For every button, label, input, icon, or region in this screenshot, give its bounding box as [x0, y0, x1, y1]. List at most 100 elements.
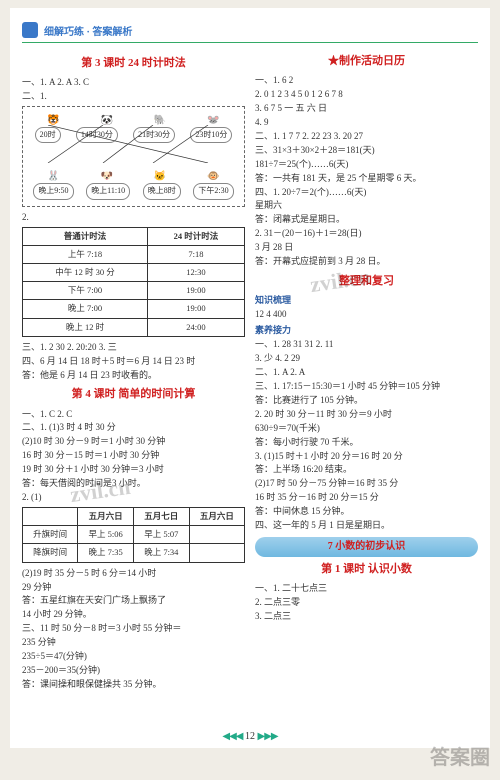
time-box: 下午2:30	[193, 183, 233, 199]
text-line: 答：课间操和眼保健操共 35 分钟。	[22, 678, 245, 692]
text-line: 四、6 月 14 日 18 时＋5 时＝6 月 14 日 23 时	[22, 355, 245, 369]
text-line: 四、这一年的 5 月 1 日是星期日。	[255, 519, 478, 533]
text-line: 答：上半场 16:20 结束。	[255, 463, 478, 477]
text-line: 答：中间休息 15 分钟。	[255, 505, 478, 519]
text-line: 答：闭幕式是星期日。	[255, 213, 478, 227]
text-line: 答：每小时行驶 70 千米。	[255, 436, 478, 450]
text-line: 16 时 35 分－16 时 20 分＝15 分	[255, 491, 478, 505]
footer-right-icon: ▶▶▶	[258, 731, 278, 742]
table-row: 降旗时间 晚上 7:35 晚上 7:34	[23, 544, 245, 562]
table-row: 晚上 7:0019:00	[23, 300, 245, 318]
text-line: 三、1. 2 30 2. 20:20 3. 三	[22, 341, 245, 355]
time-box: 晚上8时	[143, 183, 181, 199]
time-box: 晚上9:50	[33, 183, 73, 199]
text-line: 二、1. (1)3 时 4 时 30 分	[22, 421, 245, 435]
text-line: 2.	[22, 211, 245, 225]
text-line: 答：他是 6 月 14 日 23 时收看的。	[22, 369, 245, 383]
text-line: 四、1. 20÷7＝2(个)……6(天)	[255, 186, 478, 200]
table-row: 升旗时间 早上 5:06 早上 5:07	[23, 526, 245, 544]
subsection: 知识梳理	[255, 294, 478, 308]
animal-icon: 🐯	[45, 113, 63, 125]
table-header: 24 时计时法	[147, 227, 244, 245]
text-line: 答：每天借阅的时间是3 小时。	[22, 477, 245, 491]
text-line: 3. 6 7 5 一 五 六 日	[255, 102, 478, 116]
animal-icon: 🐼	[98, 113, 116, 125]
time-table: 普通计时法 24 时计时法 上午 7:187:18 中午 12 时 30 分12…	[22, 227, 245, 337]
lesson1-title: 第 1 课时 认识小数	[255, 561, 478, 578]
text-line: 二、1.	[22, 90, 245, 104]
animal-icon: 🐭	[204, 113, 222, 125]
text-line: 3. 少 4. 2 29	[255, 352, 478, 366]
text-line: 4. 9	[255, 116, 478, 130]
text-line: 2. 二点三零	[255, 596, 478, 610]
text-line: (2)19 时 35 分－5 时 6 分＝14 小时	[22, 567, 245, 581]
text-line: 三、1. 17:15－15:30＝1 小时 45 分钟＝105 分钟	[255, 380, 478, 394]
text-line: 2. 20 时 30 分－11 时 30 分＝9 小时	[255, 408, 478, 422]
text-line: 一、1. 二十七点三	[255, 582, 478, 596]
table-header: 普通计时法	[23, 227, 148, 245]
review-title: 整理和复习	[255, 273, 478, 290]
text-line: 星期六	[255, 199, 478, 213]
table-row: 中午 12 时 30 分12:30	[23, 263, 245, 281]
page-number: 12	[245, 731, 255, 742]
table-row: 上午 7:187:18	[23, 245, 245, 263]
animal-icon: 🐵	[204, 169, 222, 181]
text-line: 3 月 28 日	[255, 241, 478, 255]
animal-icon: 🐶	[98, 169, 116, 181]
subsection: 素养接力	[255, 324, 478, 338]
text-line: 一、1. 28 31 31 2. 11	[255, 338, 478, 352]
footer-left-icon: ◀◀◀	[222, 731, 242, 742]
animal-icon: 🐰	[45, 169, 63, 181]
table-header: 五月六日	[189, 508, 244, 526]
table-header: 五月六日	[78, 508, 134, 526]
text-line: 答：一共有 181 天，是 25 个星期零 6 天。	[255, 172, 478, 186]
table-row: 五月六日 五月七日 五月六日	[23, 508, 245, 526]
calendar-title: ★制作活动日历	[255, 53, 478, 70]
animal-icon: 🐘	[151, 113, 169, 125]
text-line: 235－200＝35(分钟)	[22, 664, 245, 678]
text-line: 235÷5＝47(分钟)	[22, 650, 245, 664]
right-column: ★制作活动日历 一、1. 6 2 2. 0 1 2 3 4 5 0 1 2 6 …	[255, 51, 478, 692]
table-row: 下午 7:0019:00	[23, 282, 245, 300]
flag-table: 五月六日 五月七日 五月六日 升旗时间 早上 5:06 早上 5:07 降旗时间…	[22, 507, 245, 563]
animal-icon: 🐱	[151, 169, 169, 181]
chapter-box: 7 小数的初步认识	[255, 537, 478, 557]
text-line: 2. 31－(20－16)＋1＝28(日)	[255, 227, 478, 241]
time-box: 20时	[35, 127, 61, 143]
table-header	[23, 508, 78, 526]
text-line: 二、1. 1 7 7 2. 22 23 3. 20 27	[255, 130, 478, 144]
matching-diagram: 🐯 🐼 🐘 🐭 20时 14时30分 21时30分 23时10分	[22, 106, 245, 207]
text-line: 3. (1)15 时＋1 小时 20 分＝16 时 20 分	[255, 450, 478, 464]
time-box: 14时30分	[76, 127, 118, 143]
series-title: 细解巧练 · 答案解析	[44, 23, 132, 38]
lesson3-title: 第 3 课时 24 时计时法	[22, 55, 245, 72]
table-header: 五月七日	[133, 508, 189, 526]
time-box: 23时10分	[190, 127, 232, 143]
text-line: 答：五星红旗在天安门广场上飘扬了	[22, 594, 245, 608]
table-row: 普通计时法 24 时计时法	[23, 227, 245, 245]
page-footer: ◀◀◀ 12 ▶▶▶	[10, 731, 490, 742]
left-column: 第 3 课时 24 时计时法 一、1. A 2. A 3. C 二、1. 🐯 🐼…	[22, 51, 245, 692]
text-line: 12 4 400	[255, 308, 478, 322]
text-line: 2. 0 1 2 3 4 5 0 1 2 6 7 8	[255, 88, 478, 102]
text-line: 二、1. A 2. A	[255, 366, 478, 380]
text-line: (2)17 时 50 分－75 分钟＝16 时 35 分	[255, 477, 478, 491]
text-line: 一、1. 6 2	[255, 74, 478, 88]
text-line: 19 时 30 分＋1 小时 30 分钟＝3 小时	[22, 463, 245, 477]
text-line: 一、1. A 2. A 3. C	[22, 76, 245, 90]
text-line: 235 分钟	[22, 636, 245, 650]
time-box: 晚上11:10	[86, 183, 130, 199]
table-row: 晚上 12 时24:00	[23, 318, 245, 336]
text-line: 一、1. C 2. C	[22, 408, 245, 422]
text-line: 630÷9＝70(千米)	[255, 422, 478, 436]
text-line: 答：比赛进行了 105 分钟。	[255, 394, 478, 408]
logo-icon	[22, 22, 38, 38]
text-line: 2. (1)	[22, 491, 245, 505]
text-line: 三、11 时 50 分－8 时＝3 小时 55 分钟＝	[22, 622, 245, 636]
text-line: 14 小时 29 分钟。	[22, 608, 245, 622]
time-box: 21时30分	[133, 127, 175, 143]
page-header: 细解巧练 · 答案解析	[22, 22, 478, 43]
lesson4-title: 第 4 课时 简单的时间计算	[22, 386, 245, 403]
watermark-corner: 答案圈	[430, 741, 490, 770]
text-line: 29 分钟	[22, 581, 245, 595]
